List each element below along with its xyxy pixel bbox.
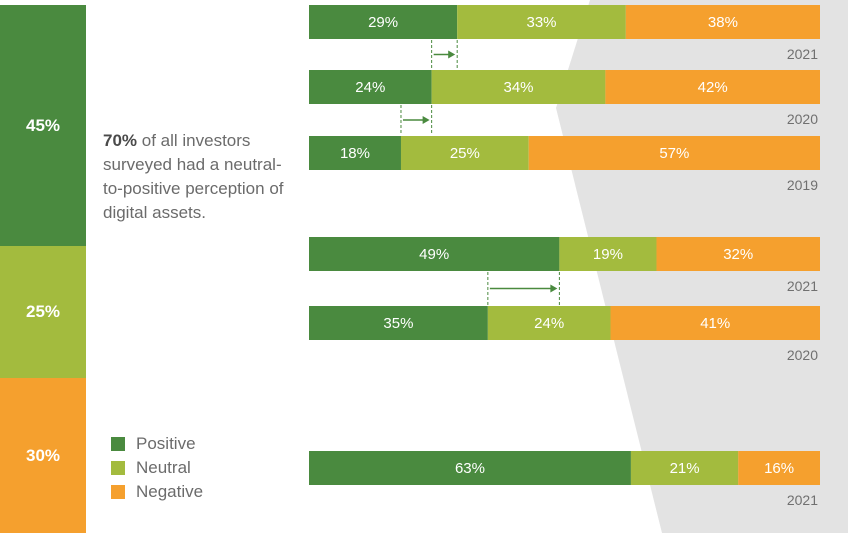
bar-value-label: 18% (340, 145, 370, 162)
bar-segment-neutral-2021 (559, 237, 657, 271)
bar-segment-neutral-2021 (630, 451, 739, 485)
legend-swatch-positive (111, 437, 125, 451)
bar-value-label: 34% (503, 79, 533, 96)
shift-arrow-head (448, 50, 456, 59)
bar-value-label: 25% (450, 145, 480, 162)
bar-segment-neutral-2020 (431, 70, 606, 104)
bar-segment-neutral-2020 (487, 306, 611, 340)
bar-year-label: 2019 (787, 177, 818, 193)
legend-label-neutral: Neutral (136, 458, 191, 477)
legend-item-negative: Negative (111, 480, 203, 504)
bar-value-label: 33% (526, 14, 556, 31)
overall-neutral-label: 25% (25, 302, 61, 321)
bar-value-label: 29% (368, 14, 398, 31)
callout-body: of all investors surveyed had a neutral-… (103, 131, 284, 222)
bar-segment-negative-2020 (610, 306, 820, 340)
bar-value-label: 32% (723, 246, 753, 263)
bar-year-label: 2021 (787, 492, 818, 508)
legend: Positive Neutral Negative (111, 432, 203, 504)
bar-value-label: 24% (534, 315, 564, 332)
bar-value-label: 41% (700, 315, 730, 332)
bar-segment-positive-2020 (309, 70, 432, 104)
overall-neutral-segment: 25% (0, 246, 86, 378)
bar-year-label: 2020 (787, 111, 818, 127)
overall-positive-segment: 45% (0, 5, 86, 246)
bar-segment-negative-2021 (625, 5, 820, 39)
bar-value-label: 57% (659, 145, 689, 162)
bar-year-label: 2021 (787, 278, 818, 294)
bar-segment-positive-2019 (309, 136, 401, 170)
bar-value-label: 49% (419, 246, 449, 263)
overall-positive-label: 45% (25, 115, 61, 135)
bar-segment-neutral-2019 (400, 136, 529, 170)
bar-value-label: 38% (708, 14, 738, 31)
legend-label-negative: Negative (136, 482, 204, 501)
bar-value-label: 63% (455, 460, 485, 477)
bar-value-label: 24% (355, 79, 385, 96)
bar-value-label: 21% (670, 460, 700, 477)
legend-item-neutral: Neutral (111, 456, 203, 480)
bar-segment-negative-2020 (605, 70, 820, 104)
overall-negative-segment: 30% (0, 378, 86, 533)
callout-highlight: 70% (103, 131, 138, 150)
bar-year-label: 2020 (787, 347, 818, 363)
bar-segment-positive-2021 (309, 237, 560, 271)
bar-value-label: 19% (593, 246, 623, 263)
legend-swatch-neutral (111, 461, 125, 475)
bar-segment-positive-2021 (309, 451, 631, 485)
shift-arrow-head (550, 284, 558, 293)
overall-negative-label: 30% (25, 445, 61, 465)
bar-segment-negative-2021 (656, 237, 820, 271)
legend-label-positive: Positive (136, 434, 196, 453)
legend-swatch-negative (111, 485, 125, 499)
bar-year-label: 2021 (787, 46, 818, 62)
bar-segment-negative-2019 (528, 136, 820, 170)
bar-value-label: 16% (764, 460, 794, 477)
legend-item-positive: Positive (111, 432, 203, 456)
bar-value-label: 42% (698, 79, 728, 96)
bar-segment-positive-2020 (309, 306, 488, 340)
shift-arrow-head (422, 116, 430, 124)
bar-segment-negative-2021 (738, 451, 820, 485)
bar-segment-positive-2021 (309, 5, 458, 39)
bar-segment-neutral-2021 (457, 5, 626, 39)
callout-text: 70% of all investors surveyed had a neut… (103, 129, 288, 225)
bar-value-label: 35% (383, 315, 413, 332)
